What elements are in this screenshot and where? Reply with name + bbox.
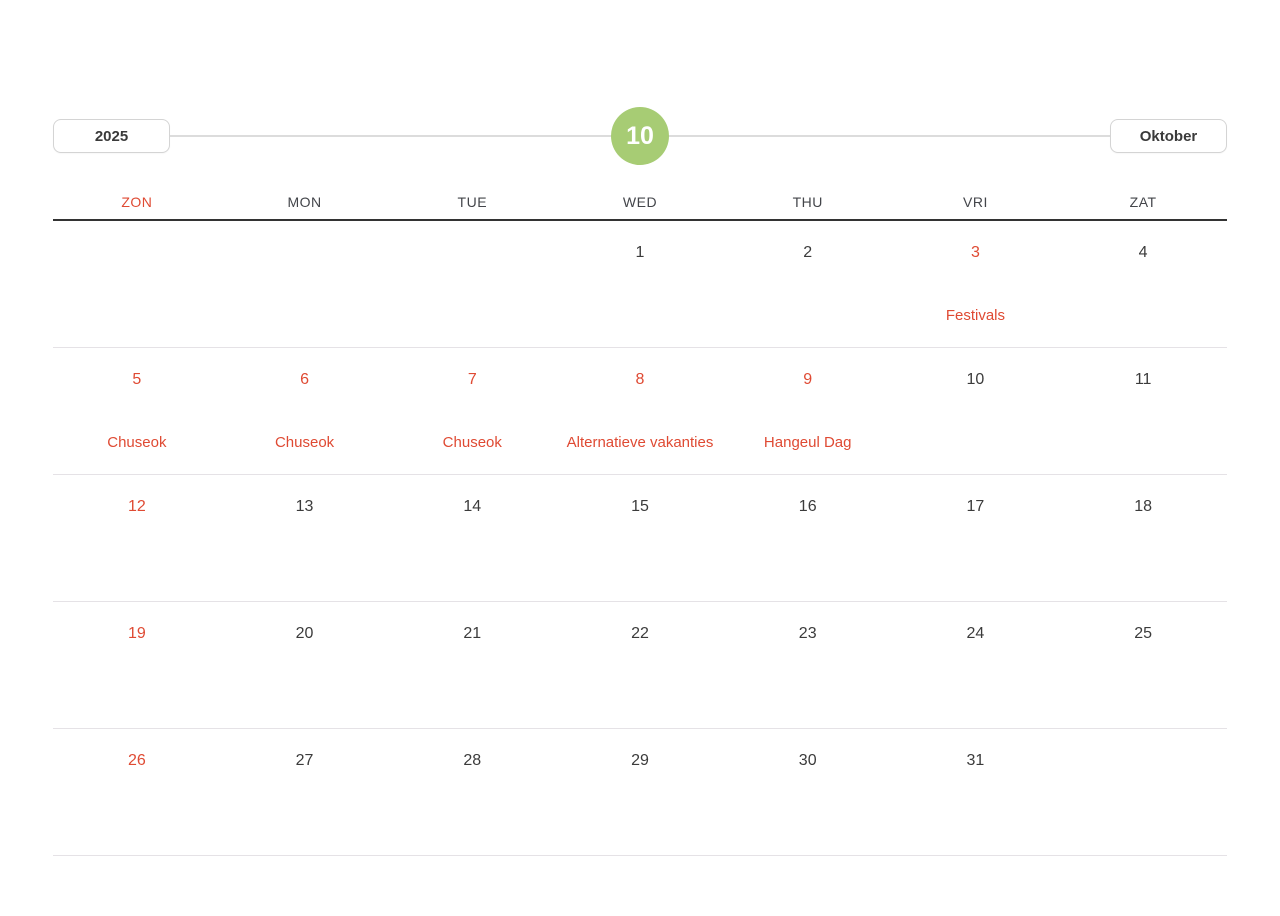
day-cell-31: 31 — [892, 729, 1060, 855]
date-label: 17 — [966, 498, 985, 515]
weekday-label-tue: TUE — [457, 194, 488, 210]
header-connector-line-right — [666, 135, 1110, 137]
date-label: 2 — [803, 244, 813, 261]
day-cell-22: 22 — [556, 602, 724, 728]
day-cell-7: 7 Chuseok — [388, 348, 556, 474]
holiday-label[interactable]: Festivals — [945, 307, 1006, 324]
date-label: 22 — [631, 625, 649, 642]
day-cell-26: 26 — [53, 729, 221, 855]
date-label: 5 — [132, 371, 142, 388]
date-label: 12 — [127, 498, 146, 515]
weekday-label-thu: THU — [792, 194, 823, 210]
date-label: 9 — [803, 371, 813, 388]
day-cell-29: 29 — [556, 729, 724, 855]
weekday-label-wed: WED — [622, 194, 658, 210]
date-label: 18 — [1134, 498, 1153, 515]
day-cell-28: 28 — [388, 729, 556, 855]
day-cell-14: 14 — [388, 475, 556, 601]
date-label: 14 — [463, 498, 482, 515]
day-cell-empty — [221, 221, 389, 347]
date-label: 3 — [970, 244, 980, 261]
day-cell-10: 10 — [892, 348, 1060, 474]
date-label: 26 — [127, 752, 146, 769]
holiday-label[interactable]: Alternatieve vakanties — [566, 434, 714, 451]
date-label: 6 — [300, 371, 310, 388]
weekday-label-mon: MON — [287, 194, 322, 210]
date-label: 16 — [798, 498, 817, 515]
date-label: 8 — [635, 371, 645, 388]
date-label: 7 — [467, 371, 477, 388]
date-label: 13 — [295, 498, 314, 515]
day-cell-empty — [53, 221, 221, 347]
calendar-header: 2025 10 Oktober — [53, 107, 1227, 165]
day-cell-4: 4 — [1059, 221, 1227, 347]
header-connector-line-left — [170, 135, 614, 137]
day-cell-6: 6 Chuseok — [221, 348, 389, 474]
date-label: 30 — [798, 752, 817, 769]
day-cell-18: 18 — [1059, 475, 1227, 601]
weekday-label-zat: ZAT — [1129, 194, 1157, 210]
calendar-grid: ZON MON TUE WED THU VRI ZAT 1 2 3 Festivals 4 5 Chus… — [53, 165, 1227, 856]
date-label: 27 — [295, 752, 314, 769]
month-number-badge: 10 — [611, 107, 669, 165]
day-cell-20: 20 — [221, 602, 389, 728]
holiday-label[interactable]: Chuseok — [442, 434, 502, 451]
weeks-container: 1 2 3 Festivals 4 5 Chuseok 6 Chuseok 7 Chuseok 8 Al… — [53, 221, 1227, 856]
day-cell-9: 9 Hangeul Dag — [724, 348, 892, 474]
week-row: 5 Chuseok 6 Chuseok 7 Chuseok 8 Alternatieve va… — [53, 348, 1227, 475]
week-row: 19 20 21 22 23 24 25 — [53, 602, 1227, 729]
holiday-label[interactable]: Chuseok — [107, 434, 167, 451]
date-label: 4 — [1138, 244, 1148, 261]
day-cell-27: 27 — [221, 729, 389, 855]
day-cell-17: 17 — [892, 475, 1060, 601]
date-label: 20 — [295, 625, 314, 642]
date-label: 15 — [631, 498, 649, 515]
day-cell-25: 25 — [1059, 602, 1227, 728]
day-cell-5: 5 Chuseok — [53, 348, 221, 474]
day-cell-21: 21 — [388, 602, 556, 728]
day-cell-11: 11 — [1059, 348, 1227, 474]
weekday-label-vri: VRI — [963, 194, 988, 210]
date-label: 24 — [966, 625, 985, 642]
date-label: 19 — [127, 625, 146, 642]
day-cell-15: 15 — [556, 475, 724, 601]
day-cell-23: 23 — [724, 602, 892, 728]
day-cell-12: 12 — [53, 475, 221, 601]
weekday-header-row: ZON MON TUE WED THU VRI ZAT — [53, 165, 1227, 221]
day-cell-19: 19 — [53, 602, 221, 728]
date-label: 21 — [463, 625, 482, 642]
date-label: 1 — [635, 244, 645, 261]
day-cell-16: 16 — [724, 475, 892, 601]
day-cell-2: 2 — [724, 221, 892, 347]
day-cell-8: 8 Alternatieve vakanties — [556, 348, 724, 474]
weekday-label-zon: ZON — [121, 194, 153, 210]
day-cell-empty — [388, 221, 556, 347]
date-label: 10 — [966, 371, 985, 388]
week-row: 1 2 3 Festivals 4 — [53, 221, 1227, 348]
date-label: 23 — [798, 625, 817, 642]
day-cell-empty — [1059, 729, 1227, 855]
holiday-label[interactable]: Chuseok — [274, 434, 335, 451]
day-cell-1: 1 — [556, 221, 724, 347]
month-button[interactable]: Oktober — [1110, 119, 1227, 153]
date-label: 25 — [1134, 625, 1153, 642]
date-label: 29 — [631, 752, 649, 769]
week-row: 26 27 28 29 30 31 — [53, 729, 1227, 856]
date-label: 31 — [966, 752, 985, 769]
week-row: 12 13 14 15 16 17 18 — [53, 475, 1227, 602]
day-cell-3: 3 Festivals — [892, 221, 1060, 347]
day-cell-24: 24 — [892, 602, 1060, 728]
date-label: 11 — [1134, 371, 1152, 388]
holiday-label[interactable]: Hangeul Dag — [763, 434, 852, 451]
year-button[interactable]: 2025 — [53, 119, 170, 153]
day-cell-13: 13 — [221, 475, 389, 601]
date-label: 28 — [463, 752, 482, 769]
day-cell-30: 30 — [724, 729, 892, 855]
